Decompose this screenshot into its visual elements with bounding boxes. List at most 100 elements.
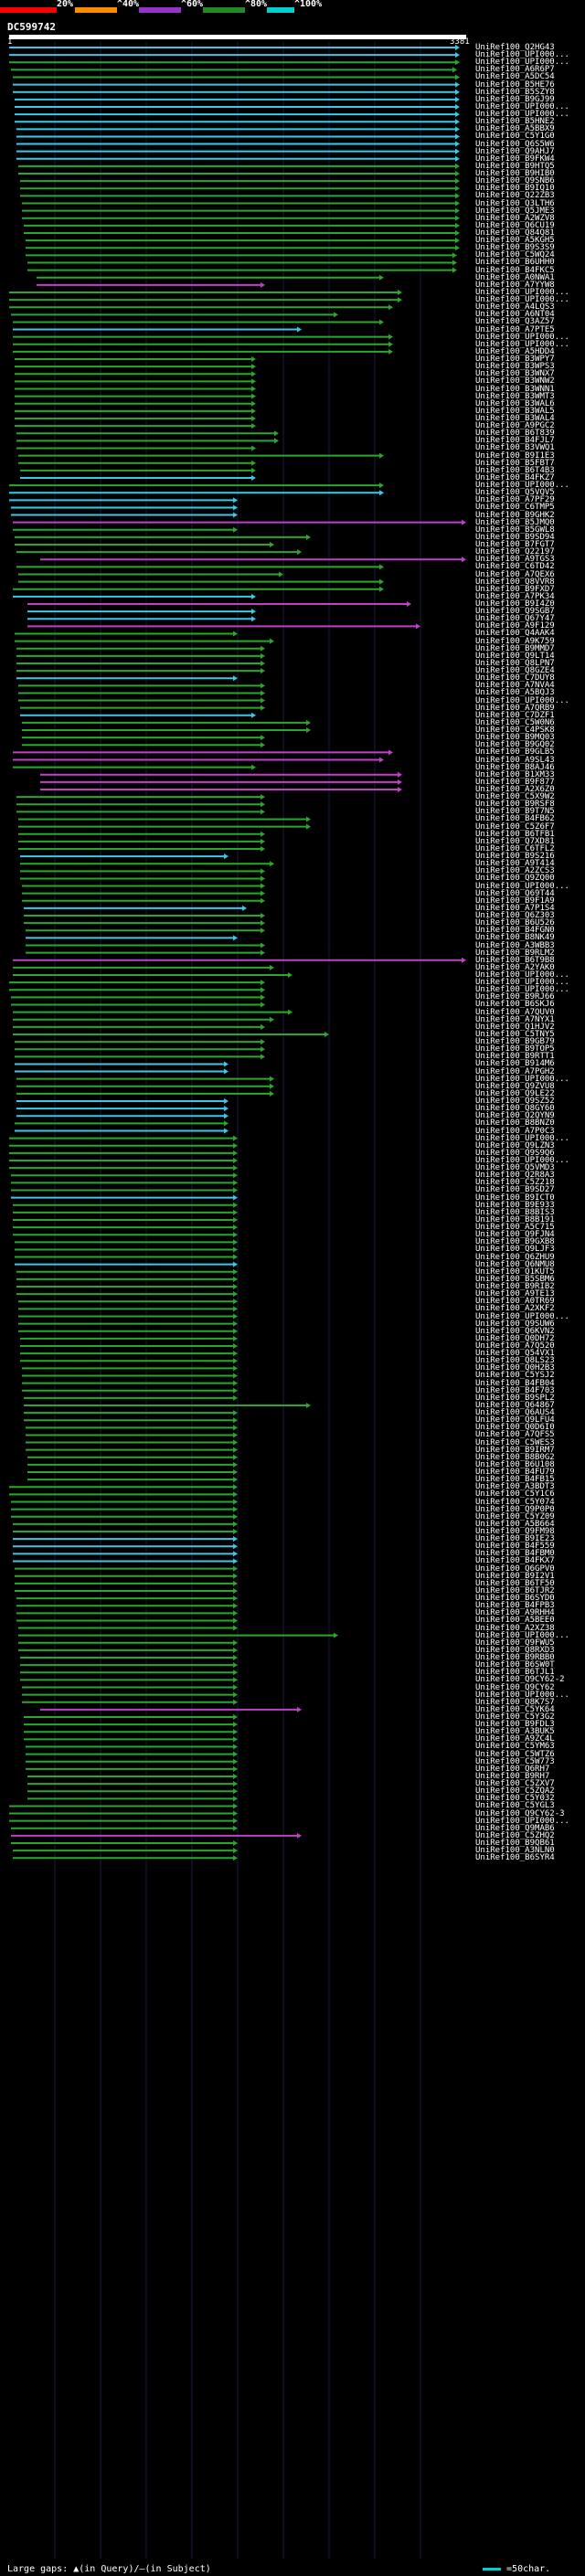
hit-label[interactable]: UniRef100_UPI000...	[475, 1133, 569, 1143]
hit-track[interactable]	[18, 831, 265, 837]
hit-track[interactable]	[11, 67, 457, 73]
hit-label[interactable]: UniRef100_Q22ZB3	[475, 191, 555, 201]
hit-track[interactable]	[24, 1714, 238, 1720]
hit-label[interactable]: UniRef100_B4FU79	[475, 1468, 555, 1478]
hit-track[interactable]	[22, 207, 460, 214]
hit-track[interactable]	[26, 949, 265, 956]
hit-label[interactable]: UniRef100_B9TOP5	[475, 1044, 555, 1055]
hit-label[interactable]: UniRef100_A7QEX6	[475, 569, 555, 579]
hit-track[interactable]	[16, 1603, 238, 1609]
hit-track[interactable]	[9, 45, 460, 50]
hit-track[interactable]	[9, 52, 460, 58]
hit-track[interactable]	[18, 1639, 238, 1646]
hit-track[interactable]	[13, 326, 302, 333]
hit-track[interactable]	[11, 1506, 238, 1512]
hit-track[interactable]	[13, 1855, 238, 1861]
hit-track[interactable]	[20, 1335, 238, 1341]
hit-label[interactable]: UniRef100_UPI000...	[475, 339, 569, 349]
hit-label[interactable]: UniRef100_B4FKZ7	[475, 472, 555, 482]
hit-track[interactable]	[13, 74, 460, 80]
hit-label[interactable]: UniRef100_B9RTT1	[475, 1052, 555, 1062]
hit-track[interactable]	[24, 1402, 311, 1408]
hit-track[interactable]	[9, 1803, 238, 1809]
hit-track[interactable]	[26, 1425, 238, 1431]
hit-label[interactable]: UniRef100_Q9SUW6	[475, 1319, 555, 1329]
hit-label[interactable]: UniRef100_Q69T44	[475, 888, 555, 898]
hit-track[interactable]	[18, 1313, 238, 1320]
hit-label[interactable]: UniRef100_B9SD27	[475, 1185, 555, 1195]
hit-track[interactable]	[27, 1469, 238, 1476]
hit-label[interactable]: UniRef100_UPI000...	[475, 58, 569, 68]
hit-track[interactable]	[20, 712, 256, 718]
hit-track[interactable]	[18, 845, 265, 852]
hit-track[interactable]	[16, 1113, 229, 1119]
hit-track[interactable]	[9, 59, 460, 66]
hit-label[interactable]: UniRef100_B9GB79	[475, 1037, 555, 1047]
hit-label[interactable]: UniRef100_A9PGC2	[475, 421, 555, 431]
hit-track[interactable]	[24, 230, 460, 236]
hit-track[interactable]	[22, 200, 460, 207]
hit-track[interactable]	[15, 1239, 238, 1246]
hit-label[interactable]: UniRef100_A7QRB9	[475, 703, 555, 713]
hit-label[interactable]: UniRef100_C5ZQA2	[475, 1786, 555, 1797]
hit-label[interactable]: UniRef100_UPI000...	[475, 970, 569, 980]
hit-track[interactable]	[16, 652, 265, 659]
hit-label[interactable]: UniRef100_B9I4Z0	[475, 599, 555, 609]
hit-track[interactable]	[16, 1106, 229, 1112]
hit-track[interactable]	[20, 1343, 238, 1349]
hit-track[interactable]	[18, 1632, 338, 1638]
hit-label[interactable]: UniRef100_B8BIS3	[475, 1207, 555, 1217]
hit-track[interactable]	[15, 111, 460, 118]
hit-label[interactable]: UniRef100_Q9CY62-3	[475, 1808, 565, 1818]
hit-track[interactable]	[27, 623, 420, 630]
hit-label[interactable]: UniRef100_Q9MAB6	[475, 1823, 555, 1833]
hit-label[interactable]: UniRef100_B4FB04	[475, 1378, 555, 1388]
hit-track[interactable]	[9, 1818, 238, 1824]
hit-track[interactable]	[11, 1499, 238, 1505]
hit-label[interactable]: UniRef100_Q9CY62-2	[475, 1675, 565, 1685]
hit-track[interactable]	[26, 1432, 238, 1438]
hit-label[interactable]: UniRef100_B9F877	[475, 777, 555, 787]
hit-track[interactable]	[13, 749, 393, 756]
hit-track[interactable]	[20, 875, 265, 882]
hit-track[interactable]	[27, 1461, 238, 1468]
hit-label[interactable]: UniRef100_A7PTE5	[475, 324, 555, 334]
hit-track[interactable]	[18, 163, 460, 169]
hit-track[interactable]	[16, 1284, 238, 1290]
hit-label[interactable]: UniRef100_A7PK34	[475, 591, 555, 601]
hit-label[interactable]: UniRef100_B1XM33	[475, 769, 555, 779]
hit-track[interactable]	[26, 1744, 238, 1750]
hit-track[interactable]	[16, 564, 384, 570]
hit-label[interactable]: UniRef100_B8NK49	[475, 933, 555, 943]
hit-label[interactable]: UniRef100_B3WNN1	[475, 384, 555, 394]
hit-label[interactable]: UniRef100_A9TGS3	[475, 555, 555, 565]
hit-label[interactable]: UniRef100_A2X6Z0	[475, 785, 555, 794]
hit-track[interactable]	[22, 1699, 238, 1705]
hit-label[interactable]: UniRef100_B3WMT3	[475, 391, 555, 401]
hit-track[interactable]	[24, 1417, 238, 1424]
hit-label[interactable]: UniRef100_Q9LE22	[475, 1088, 555, 1098]
hit-label[interactable]: UniRef100_B9HIB0	[475, 169, 555, 179]
hit-label[interactable]: UniRef100_A7QUV0	[475, 1007, 555, 1017]
hit-label[interactable]: UniRef100_B3WPS3	[475, 362, 555, 372]
hit-track[interactable]	[15, 1573, 238, 1579]
hit-track[interactable]	[16, 1098, 229, 1105]
hit-label[interactable]: UniRef100_B6T9B8	[475, 955, 555, 965]
hit-track[interactable]	[9, 304, 393, 311]
hit-track[interactable]	[20, 1677, 238, 1683]
hit-label[interactable]: UniRef100_Q0H2B3	[475, 1363, 555, 1373]
hit-label[interactable]: UniRef100_B9S3S9	[475, 243, 555, 253]
hit-label[interactable]: UniRef100_Q9AHJ7	[475, 146, 555, 156]
hit-track[interactable]	[13, 1536, 238, 1542]
hit-label[interactable]: UniRef100_A2WZV8	[475, 213, 555, 223]
hit-track[interactable]	[37, 281, 265, 288]
hit-label[interactable]: UniRef100_UPI000...	[475, 1816, 569, 1826]
hit-track[interactable]	[27, 1788, 238, 1795]
hit-label[interactable]: UniRef100_Q6NMU8	[475, 1259, 555, 1269]
hit-track[interactable]	[13, 757, 384, 763]
hit-track[interactable]	[20, 868, 265, 875]
hit-label[interactable]: UniRef100_Q3LTH6	[475, 198, 555, 208]
hit-label[interactable]: UniRef100_B4F559	[475, 1542, 555, 1552]
hit-label[interactable]: UniRef100_UPI000...	[475, 332, 569, 342]
hit-label[interactable]: UniRef100_B4FBM0	[475, 1549, 555, 1559]
